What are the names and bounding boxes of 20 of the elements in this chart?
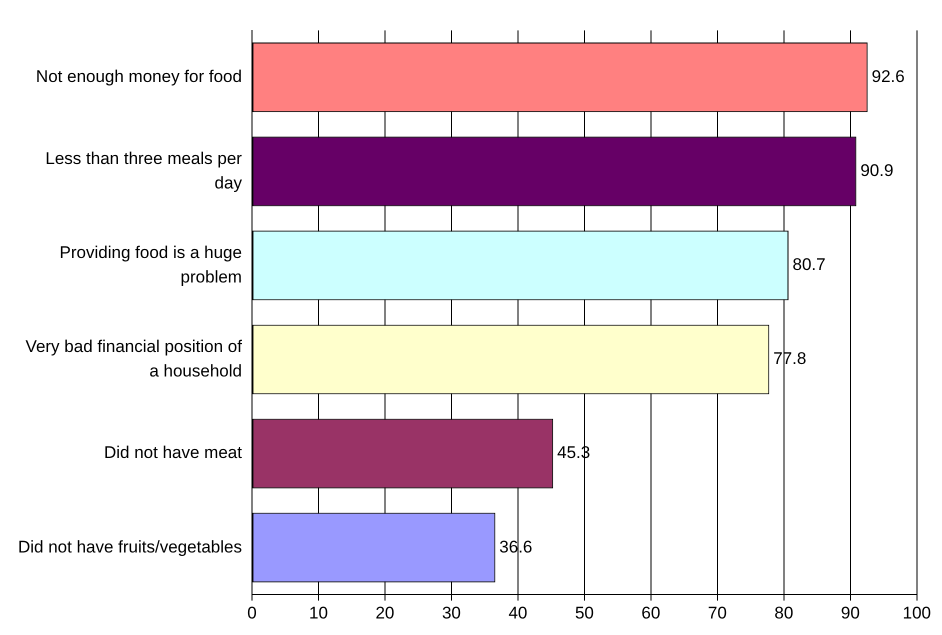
y-tick-label: Providing food is a huge problem bbox=[60, 242, 242, 286]
y-tick-label: Very bad financial position of a household bbox=[26, 336, 242, 380]
y-tick-label: Not enough money for food bbox=[36, 67, 242, 86]
x-tick-label: 50 bbox=[574, 603, 594, 622]
x-tick-label: 40 bbox=[508, 603, 528, 622]
x-tick-label: 80 bbox=[774, 603, 794, 622]
x-tick-label: 100 bbox=[902, 603, 932, 622]
x-tick-label: 20 bbox=[375, 603, 394, 622]
x-tick-label: 0 bbox=[247, 603, 257, 622]
x-tick-label: 10 bbox=[308, 603, 328, 622]
data-label: 90.9 bbox=[860, 161, 894, 180]
y-tick-label: Did not have fruits/vegetables bbox=[18, 537, 242, 556]
x-tick-label: 90 bbox=[840, 603, 860, 622]
y-tick-label: Less than three meals per day bbox=[45, 148, 242, 192]
data-label: 80.7 bbox=[792, 255, 826, 274]
data-label: 92.6 bbox=[872, 67, 905, 86]
y-tick-label: Did not have meat bbox=[104, 443, 242, 462]
x-tick-label: 70 bbox=[708, 603, 727, 622]
x-tick-label: 60 bbox=[641, 603, 660, 622]
x-tick-label: 30 bbox=[442, 603, 461, 622]
